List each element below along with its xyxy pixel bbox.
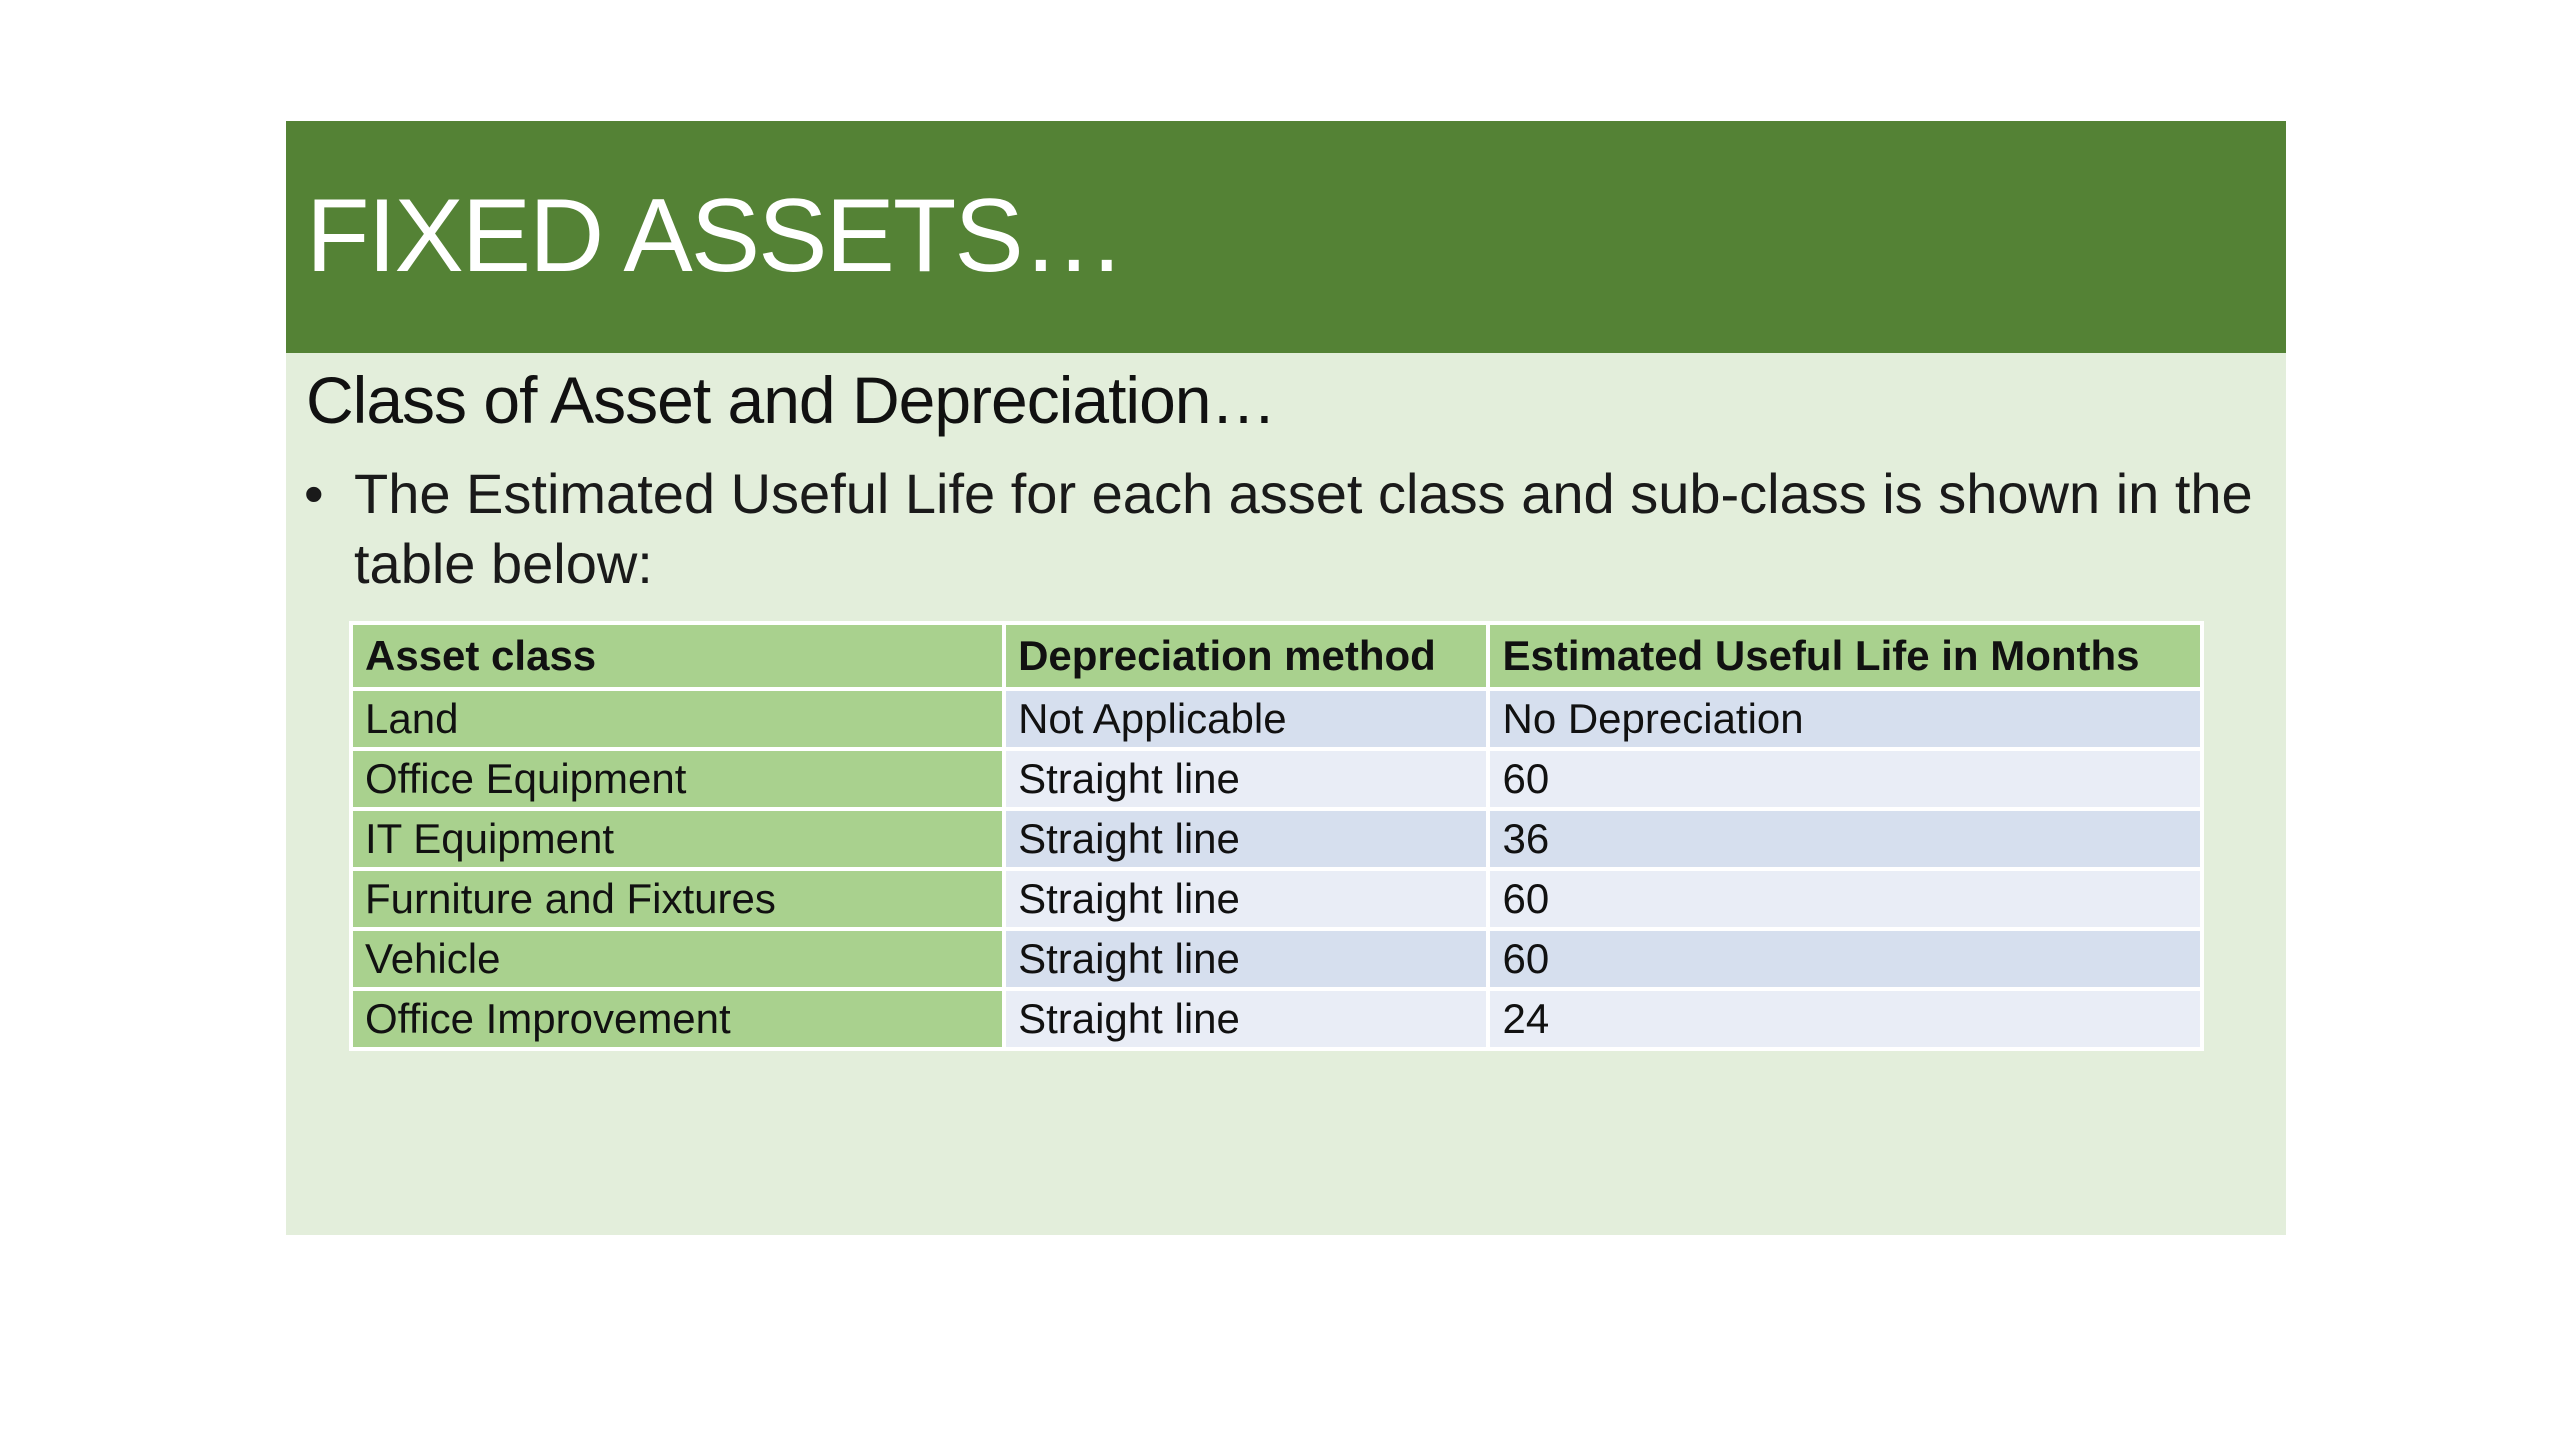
table-row: Office Improvement Straight line 24: [353, 991, 2200, 1047]
cell-depreciation-method: Straight line: [1006, 871, 1487, 927]
table-row: Vehicle Straight line 60: [353, 931, 2200, 987]
title-band: FIXED ASSETS…: [286, 121, 2286, 353]
bullet-text: The Estimated Useful Life for each asset…: [354, 462, 2253, 595]
bullet-icon: •: [304, 462, 324, 525]
slide: FIXED ASSETS… Class of Asset and Depreci…: [286, 121, 2286, 1235]
cell-depreciation-method: Not Applicable: [1006, 691, 1487, 747]
cell-depreciation-method: Straight line: [1006, 991, 1487, 1047]
cell-asset-class: Land: [353, 691, 1003, 747]
table-row: IT Equipment Straight line 36: [353, 811, 2200, 867]
slide-title: FIXED ASSETS…: [306, 178, 1126, 294]
cell-depreciation-method: Straight line: [1006, 931, 1487, 987]
header-useful-life: Estimated Useful Life in Months: [1490, 625, 2200, 687]
cell-useful-life: 60: [1490, 931, 2200, 987]
cell-useful-life: No Depreciation: [1490, 691, 2200, 747]
cell-asset-class: Office Improvement: [353, 991, 1003, 1047]
slide-subtitle: Class of Asset and Depreciation…: [306, 363, 1277, 437]
cell-asset-class: Office Equipment: [353, 751, 1003, 807]
header-asset-class: Asset class: [353, 625, 1003, 687]
table-row: Office Equipment Straight line 60: [353, 751, 2200, 807]
cell-asset-class: Furniture and Fixtures: [353, 871, 1003, 927]
asset-table: Asset class Depreciation method Estimate…: [349, 621, 2204, 1051]
header-depreciation-method: Depreciation method: [1006, 625, 1487, 687]
cell-useful-life: 60: [1490, 751, 2200, 807]
cell-asset-class: IT Equipment: [353, 811, 1003, 867]
cell-useful-life: 24: [1490, 991, 2200, 1047]
cell-useful-life: 60: [1490, 871, 2200, 927]
table-row: Furniture and Fixtures Straight line 60: [353, 871, 2200, 927]
table-header-row: Asset class Depreciation method Estimate…: [353, 625, 2200, 687]
cell-useful-life: 36: [1490, 811, 2200, 867]
cell-depreciation-method: Straight line: [1006, 811, 1487, 867]
table-row: Land Not Applicable No Depreciation: [353, 691, 2200, 747]
cell-asset-class: Vehicle: [353, 931, 1003, 987]
cell-depreciation-method: Straight line: [1006, 751, 1487, 807]
